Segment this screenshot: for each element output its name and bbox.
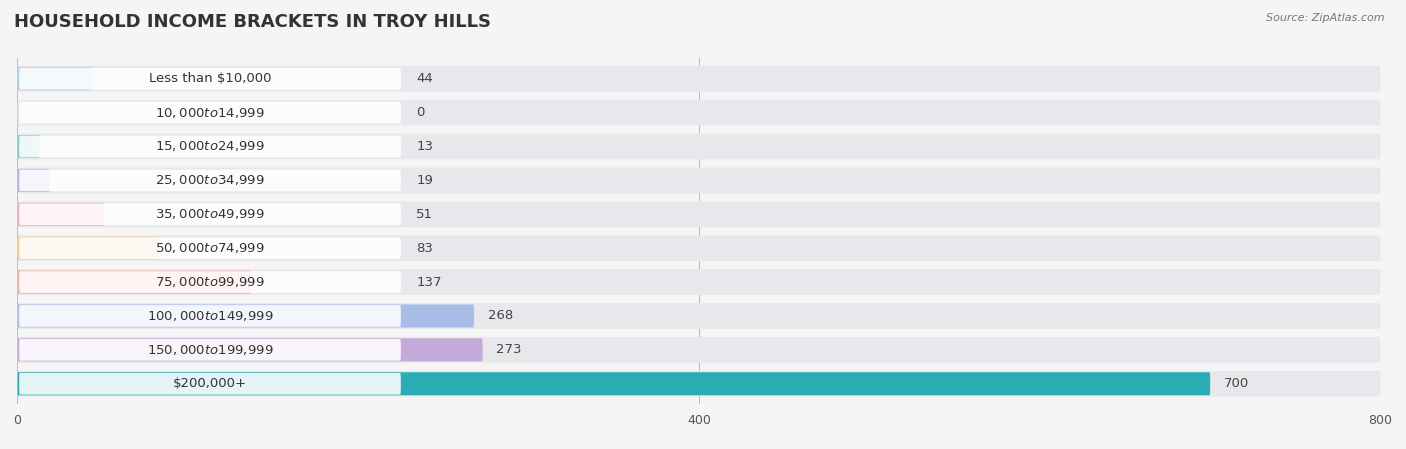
FancyBboxPatch shape	[20, 203, 401, 225]
FancyBboxPatch shape	[20, 238, 401, 259]
Text: 44: 44	[416, 72, 433, 85]
FancyBboxPatch shape	[20, 373, 401, 395]
FancyBboxPatch shape	[17, 100, 1381, 125]
FancyBboxPatch shape	[17, 66, 1381, 92]
Text: $200,000+: $200,000+	[173, 377, 247, 390]
Text: 0: 0	[416, 106, 425, 119]
Text: 19: 19	[416, 174, 433, 187]
Text: $25,000 to $34,999: $25,000 to $34,999	[155, 173, 264, 187]
FancyBboxPatch shape	[20, 102, 401, 123]
Text: Source: ZipAtlas.com: Source: ZipAtlas.com	[1267, 13, 1385, 23]
FancyBboxPatch shape	[17, 339, 482, 361]
FancyBboxPatch shape	[17, 135, 39, 158]
Text: $50,000 to $74,999: $50,000 to $74,999	[155, 241, 264, 255]
FancyBboxPatch shape	[17, 271, 250, 294]
Text: 51: 51	[416, 208, 433, 221]
FancyBboxPatch shape	[20, 68, 401, 89]
FancyBboxPatch shape	[20, 339, 401, 361]
Text: $35,000 to $49,999: $35,000 to $49,999	[155, 207, 264, 221]
Text: $100,000 to $149,999: $100,000 to $149,999	[146, 309, 273, 323]
FancyBboxPatch shape	[17, 203, 104, 226]
Text: $75,000 to $99,999: $75,000 to $99,999	[155, 275, 264, 289]
Text: 268: 268	[488, 309, 513, 322]
FancyBboxPatch shape	[20, 271, 401, 293]
FancyBboxPatch shape	[17, 237, 159, 260]
FancyBboxPatch shape	[17, 303, 1381, 329]
FancyBboxPatch shape	[17, 269, 1381, 295]
FancyBboxPatch shape	[17, 304, 474, 327]
Text: HOUSEHOLD INCOME BRACKETS IN TROY HILLS: HOUSEHOLD INCOME BRACKETS IN TROY HILLS	[14, 13, 491, 31]
FancyBboxPatch shape	[17, 372, 1211, 395]
FancyBboxPatch shape	[20, 170, 401, 191]
Text: Less than $10,000: Less than $10,000	[149, 72, 271, 85]
Text: 137: 137	[416, 276, 441, 289]
FancyBboxPatch shape	[17, 337, 1381, 363]
FancyBboxPatch shape	[17, 169, 49, 192]
FancyBboxPatch shape	[20, 305, 401, 327]
FancyBboxPatch shape	[17, 67, 93, 90]
FancyBboxPatch shape	[17, 134, 1381, 159]
Text: $10,000 to $14,999: $10,000 to $14,999	[155, 106, 264, 119]
FancyBboxPatch shape	[17, 371, 1381, 396]
FancyBboxPatch shape	[17, 202, 1381, 227]
Text: 700: 700	[1223, 377, 1249, 390]
Text: 273: 273	[496, 343, 522, 357]
Text: 83: 83	[416, 242, 433, 255]
FancyBboxPatch shape	[17, 167, 1381, 193]
FancyBboxPatch shape	[17, 235, 1381, 261]
Text: $15,000 to $24,999: $15,000 to $24,999	[155, 140, 264, 154]
Text: 13: 13	[416, 140, 433, 153]
FancyBboxPatch shape	[20, 136, 401, 157]
Text: $150,000 to $199,999: $150,000 to $199,999	[146, 343, 273, 357]
